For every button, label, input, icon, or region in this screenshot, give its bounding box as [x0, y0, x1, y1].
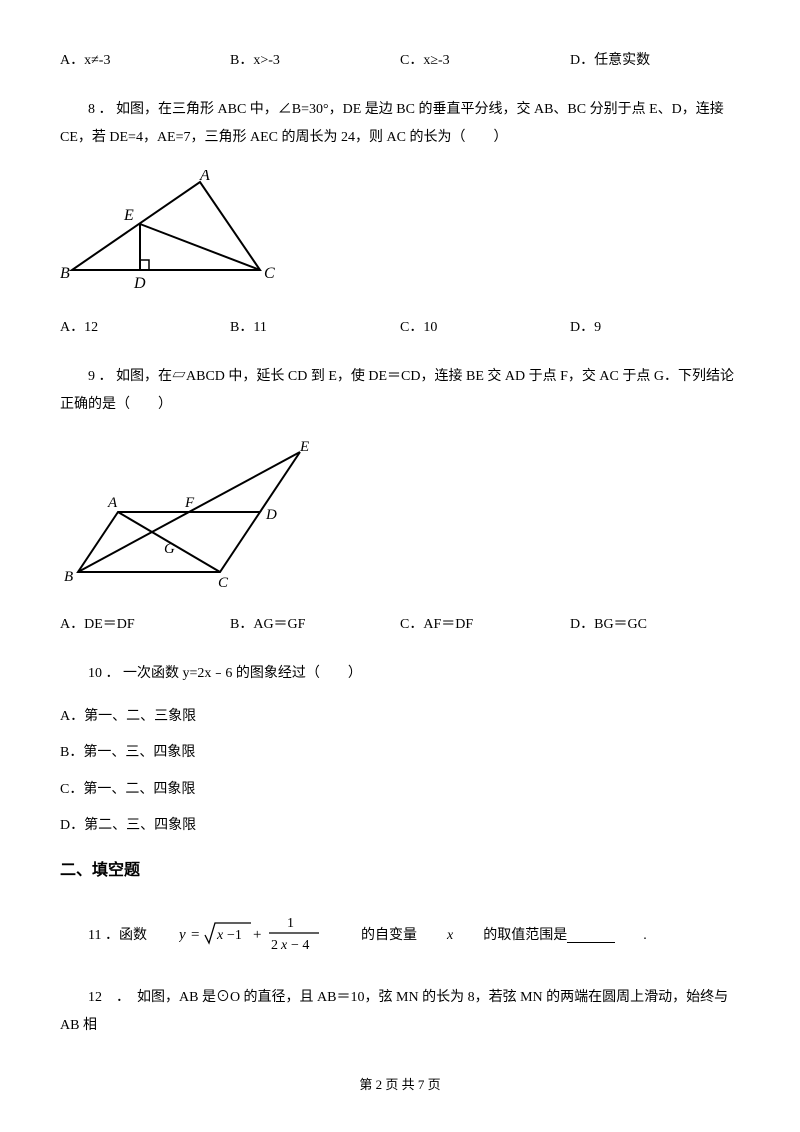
- svg-text:2: 2: [271, 938, 278, 953]
- q9-option-d: D．BG＝GC: [570, 614, 740, 636]
- q9-label-E: E: [299, 439, 309, 455]
- q7-option-c: C．x≥-3: [400, 50, 570, 72]
- q9-option-a: A．DE＝DF: [60, 614, 230, 636]
- q8-figure: A B C D E: [60, 170, 740, 298]
- q8-label-E: E: [123, 207, 134, 224]
- q11-formula: y = x −1 + 1 2 x − 4: [151, 909, 329, 963]
- q7-option-a: A．x≠-3: [60, 50, 230, 72]
- q9-options: A．DE＝DF B．AG＝GF C．AF＝DF D．BG＝GC: [60, 614, 740, 636]
- q10-options: A．第一、二、三象限 B．第一、三、四象限 C．第一、二、四象限 D．第二、三、…: [60, 706, 740, 838]
- q11-line: 11 ．函数 y = x −1 + 1 2 x − 4 的自变量 x 的取值范围…: [60, 909, 740, 963]
- q9-label-D: D: [265, 507, 277, 523]
- q10-text: 10 ． 一次函数 y=2x﹣6 的图象经过（ ）: [60, 660, 740, 688]
- q9-label-C: C: [218, 575, 229, 587]
- q8-option-b: B．11: [230, 317, 400, 339]
- svg-text:− 4: − 4: [291, 938, 309, 953]
- svg-text:−1: −1: [227, 928, 242, 943]
- q10-option-b: B．第一、三、四象限: [60, 742, 740, 764]
- q8-label-C: C: [264, 265, 275, 282]
- q8-option-a: A．12: [60, 317, 230, 339]
- svg-text:x: x: [216, 928, 224, 943]
- q9-option-b: B．AG＝GF: [230, 614, 400, 636]
- page-footer: 第 2 页 共 7 页: [0, 1075, 800, 1096]
- q11-suffix1: 的自变量: [333, 925, 417, 947]
- q10-option-c: C．第一、二、四象限: [60, 779, 740, 801]
- svg-text:1: 1: [287, 916, 294, 931]
- q8-label-D: D: [133, 275, 146, 290]
- svg-text:x: x: [280, 938, 288, 953]
- q8-label-B: B: [60, 265, 70, 282]
- q9-text: 9 ． 如图，在▱ABCD 中，延长 CD 到 E，使 DE＝CD，连接 BE …: [60, 363, 740, 419]
- q11-period: .: [615, 925, 647, 947]
- section-2-title: 二、填空题: [60, 858, 740, 884]
- q7-option-d: D．任意实数: [570, 50, 740, 72]
- q8-options: A．12 B．11 C．10 D．9: [60, 317, 740, 339]
- svg-text:y: y: [179, 927, 186, 943]
- q9-option-c: C．AF＝DF: [400, 614, 570, 636]
- q11-prefix: 11 ．函数: [60, 925, 147, 947]
- q10-option-d: D．第二、三、四象限: [60, 815, 740, 837]
- q11-var: x: [419, 925, 453, 947]
- q8-label-A: A: [199, 170, 210, 184]
- q9-label-F: F: [184, 495, 195, 511]
- svg-text:=: =: [191, 927, 199, 943]
- q10-option-a: A．第一、二、三象限: [60, 706, 740, 728]
- q7-options: A．x≠-3 B．x>-3 C．x≥-3 D．任意实数: [60, 50, 740, 72]
- q8-option-c: C．10: [400, 317, 570, 339]
- q11-blank: [567, 929, 615, 943]
- q9-figure: A B C D E F G: [60, 437, 740, 595]
- q11-suffix2: 的取值范围是: [455, 925, 567, 947]
- q8-option-d: D．9: [570, 317, 740, 339]
- q8-text: 8 ． 如图，在三角形 ABC 中，∠B=30°，DE 是边 BC 的垂直平分线…: [60, 96, 740, 152]
- svg-text:+: +: [253, 927, 261, 943]
- q9-label-B: B: [64, 569, 73, 585]
- q9-label-A: A: [107, 495, 118, 511]
- q12-text: 12 ． 如图，AB 是⊙O 的直径，且 AB＝10，弦 MN 的长为 8，若弦…: [60, 984, 740, 1040]
- q9-label-G: G: [164, 541, 175, 557]
- q7-option-b: B．x>-3: [230, 50, 400, 72]
